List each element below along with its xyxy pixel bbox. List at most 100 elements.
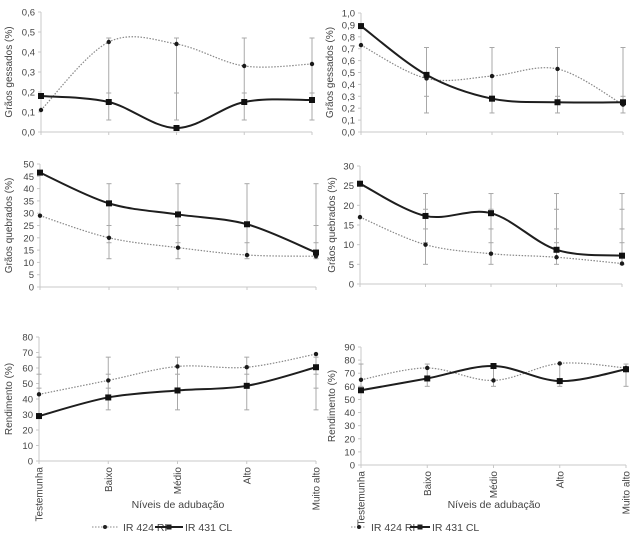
y-tick-label: 0,6 <box>22 8 35 19</box>
data-point-ir424ri <box>491 378 496 383</box>
y-tick-label: 0,2 <box>22 88 35 99</box>
data-point-ir431cl <box>105 99 112 105</box>
legend-item-ir424: IR 424 RI <box>92 522 167 534</box>
error-bar <box>241 37 247 121</box>
error-bar <box>36 356 42 419</box>
y-axis-title: Grãos quebrados (%) <box>4 178 15 274</box>
legend-right: IR 424 RI IR 431 CL <box>351 522 479 534</box>
y-tick-label: 30 <box>22 410 33 421</box>
data-point-ir424ri <box>174 41 179 47</box>
data-point-ir424ri <box>38 107 44 113</box>
data-point-ir431cl <box>424 375 431 382</box>
data-point-ir431cl <box>241 99 248 105</box>
data-point-ir431cl <box>423 71 430 78</box>
data-point-ir431cl <box>619 252 625 259</box>
chart-rendimento-left: 0 10 20 30 40 50 60 70 80 Rendimento (%) Testemunh… <box>4 333 323 522</box>
data-point-ir431cl <box>556 378 563 385</box>
y-tick-label: 0 <box>350 461 355 472</box>
legend-marker-circle <box>103 525 107 529</box>
y-tick-label: 25 <box>23 221 34 232</box>
y-axis-title: Rendimento (%) <box>4 363 15 435</box>
error-bar <box>554 193 559 265</box>
error-bar <box>106 37 112 121</box>
y-tick-label: 15 <box>23 246 34 257</box>
legend-item-ir424: IR 424 RI <box>351 522 415 534</box>
y-tick-label: 40 <box>22 395 33 406</box>
data-point-ir431cl <box>554 99 561 106</box>
y-tick-label: 40 <box>23 184 34 195</box>
y-tick-label: 0 <box>29 283 34 294</box>
y-axis-title: Rendimento (%) <box>327 370 338 442</box>
data-point-ir431cl <box>553 246 560 253</box>
y-axis-title: Grãos quebrados (%) <box>327 177 338 273</box>
legend-marker-square <box>417 524 423 530</box>
y-tick-label: 10 <box>22 441 33 452</box>
y-tick-label: 0,5 <box>342 68 355 79</box>
y-tick-label: 0,3 <box>342 92 355 103</box>
y-tick-label: 1,0 <box>342 9 355 20</box>
y-tick-label: 30 <box>343 162 354 173</box>
y-tick-label: 0,2 <box>342 104 355 115</box>
data-point-ir424ri <box>37 213 43 218</box>
legend-marker-circle <box>357 525 361 529</box>
x-tick-label: Médio <box>173 467 184 495</box>
x-tick-label: Alto <box>555 471 566 489</box>
y-tick-label: 0,8 <box>342 32 355 43</box>
y-tick-label: 0,0 <box>22 128 35 139</box>
data-point-ir424ri <box>175 245 181 250</box>
y-tick-label: 35 <box>23 196 34 207</box>
error-bar <box>106 183 112 260</box>
data-point-ir431cl <box>358 387 364 394</box>
legend-marker-square <box>166 524 172 530</box>
x-tick-label: Baixo <box>423 471 434 496</box>
y-tick-label: 60 <box>344 382 355 393</box>
y-tick-label: 0,0 <box>342 128 355 139</box>
y-tick-label: 80 <box>22 333 33 344</box>
y-tick-label: 50 <box>23 160 34 171</box>
data-point-ir431cl <box>173 125 180 131</box>
y-tick-label: 0,6 <box>342 56 355 67</box>
y-tick-label: 10 <box>344 447 355 458</box>
data-point-ir424ri <box>36 392 42 397</box>
y-tick-label: 5 <box>349 260 354 271</box>
error-bar <box>244 183 250 260</box>
data-point-ir431cl <box>36 413 42 420</box>
x-tick-label: Testemunha <box>357 471 368 526</box>
data-point-ir431cl <box>490 363 497 370</box>
y-tick-label: 50 <box>344 395 355 406</box>
y-tick-label: 60 <box>22 364 33 375</box>
y-tick-label: 30 <box>23 209 34 220</box>
data-point-ir424ri <box>358 377 364 382</box>
data-point-ir424ri <box>244 252 250 258</box>
chart-gessados-left: 0,0 0,1 0,2 0,3 0,4 0,5 0,6 Grãos gessados (%) <box>4 8 315 139</box>
legend-item-ir431: IR 431 CL <box>155 522 232 534</box>
y-tick-label: 0,3 <box>22 68 35 79</box>
data-point-ir424ri <box>554 255 559 260</box>
data-point-ir424ri <box>619 261 625 266</box>
data-point-ir424ri <box>313 351 319 357</box>
data-point-ir424ri <box>555 66 560 72</box>
data-point-ir431cl <box>313 249 319 256</box>
x-tick-label: Baixo <box>104 467 115 492</box>
y-tick-label: 80 <box>344 356 355 367</box>
data-point-ir431cl <box>38 93 44 99</box>
error-bar <box>423 193 428 265</box>
data-point-ir431cl <box>243 382 250 389</box>
chart-quebrados-right: 0 5 10 15 20 25 30 Grãos quebrados (%) <box>327 162 625 291</box>
x-tick-label: Médio <box>489 471 500 499</box>
y-tick-label: 10 <box>343 240 354 251</box>
data-point-ir424ri <box>358 42 364 48</box>
y-tick-label: 20 <box>344 434 355 445</box>
y-tick-label: 30 <box>344 421 355 432</box>
y-tick-label: 0,9 <box>342 20 355 31</box>
series-line-ir424ri <box>360 44 624 106</box>
data-point-ir424ri <box>423 242 428 247</box>
legend-left: IR 424 RI IR 431 CL <box>92 522 232 534</box>
x-axis-title-right: Níveis de adubação <box>448 499 541 511</box>
error-bar <box>174 37 179 121</box>
data-point-ir424ri <box>242 63 247 69</box>
data-point-ir424ri <box>106 378 111 383</box>
y-tick-label: 20 <box>22 426 33 437</box>
